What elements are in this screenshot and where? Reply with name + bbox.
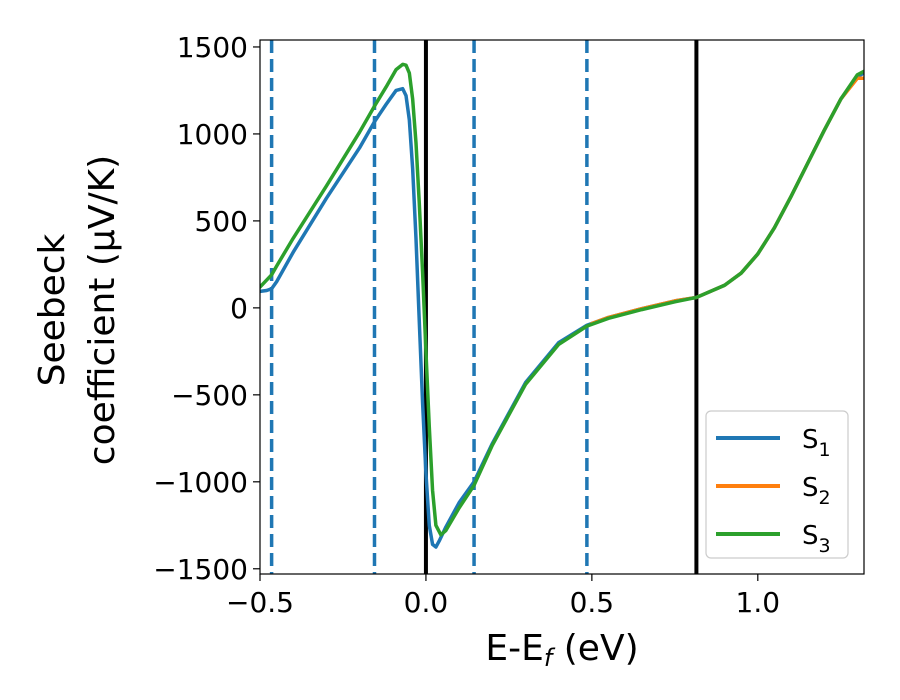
x-tick-label-3: 1.0 — [736, 586, 781, 619]
series-lines — [260, 62, 864, 549]
y-tick-label-6: −1500 — [153, 553, 248, 586]
series-line-s3 — [260, 62, 864, 537]
y-tick-label-5: −1000 — [153, 466, 248, 499]
y-axis-title-line2: coefficient (μV/K) — [82, 155, 123, 465]
legend: S1 S2 S3 — [705, 410, 849, 559]
x-tick-label-1: 0.0 — [404, 586, 449, 619]
y-tick-label-3: 0 — [230, 292, 248, 325]
x-axis-title: E-Ef (eV) — [485, 628, 638, 672]
y-tick-label-0: 1500 — [177, 31, 248, 64]
legend-label-0: S1 — [802, 425, 831, 461]
y-tick-label-1: 1000 — [177, 118, 248, 151]
legend-label-2: S3 — [802, 521, 831, 557]
legend-label-1: S2 — [802, 473, 831, 509]
reference-lines — [269, 40, 699, 574]
series-line-s2 — [590, 76, 864, 326]
y-axis-title: Seebeck coefficient (μV/K) — [32, 155, 123, 465]
y-axis-title-line1: Seebeck — [32, 233, 73, 386]
x-tick-label-0: −0.5 — [226, 586, 294, 619]
y-tick-label-2: 500 — [195, 205, 248, 238]
y-axis-ticks: 1500 1000 500 0 −500 −1000 −1500 — [153, 31, 260, 586]
x-axis-ticks: −0.5 0.0 0.5 1.0 — [226, 574, 780, 619]
y-tick-label-4: −500 — [171, 379, 248, 412]
x-tick-label-2: 0.5 — [570, 586, 615, 619]
plot-frame — [259, 39, 865, 575]
